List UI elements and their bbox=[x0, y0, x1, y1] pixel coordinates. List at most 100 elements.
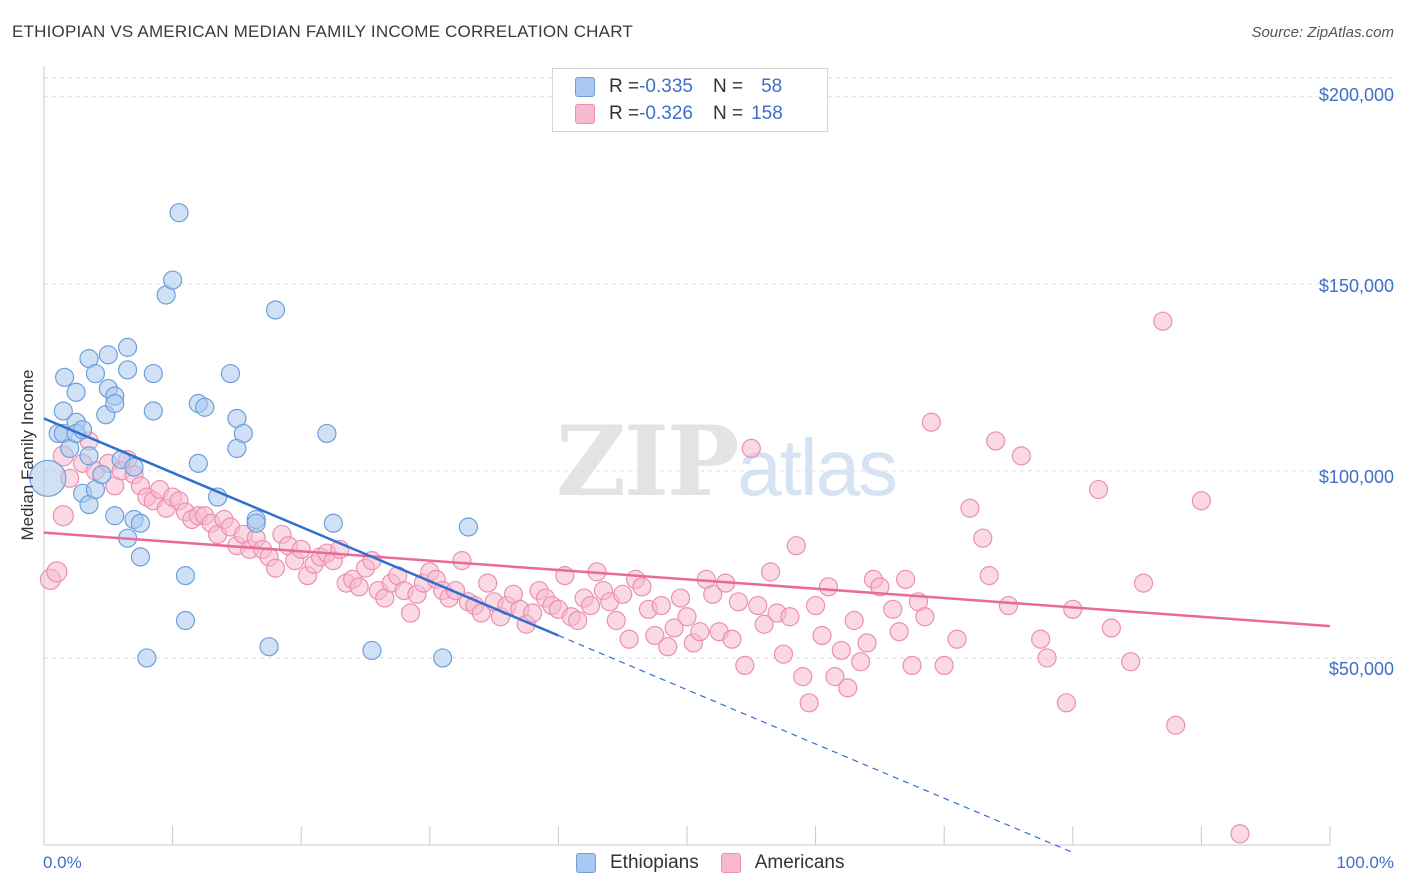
legend-label-ethiopians: Ethiopians bbox=[610, 852, 699, 873]
chart-title: ETHIOPIAN VS AMERICAN MEDIAN FAMILY INCO… bbox=[12, 22, 633, 41]
american-point bbox=[1121, 652, 1141, 672]
ethiopian-point bbox=[323, 513, 343, 533]
legend-r-value: -0.326 bbox=[639, 103, 693, 124]
american-point bbox=[973, 528, 993, 548]
ethiopian-point bbox=[143, 401, 163, 421]
source-label: Source: ZipAtlas.com bbox=[1251, 24, 1394, 41]
american-point bbox=[46, 561, 68, 583]
american-point bbox=[1088, 479, 1109, 500]
american-point bbox=[722, 629, 742, 649]
ethiopian-point bbox=[175, 610, 196, 631]
american-point bbox=[664, 618, 684, 638]
ethiopian-point bbox=[130, 513, 151, 533]
ethiopian-point bbox=[175, 566, 196, 586]
legend-n-label: N = bbox=[712, 103, 744, 124]
american-point bbox=[645, 625, 665, 646]
american-point bbox=[52, 505, 74, 527]
american-point bbox=[1037, 648, 1057, 668]
american-point bbox=[1063, 599, 1083, 619]
american-point bbox=[651, 595, 671, 616]
ethiopian-trend-line bbox=[43, 417, 559, 637]
ethiopian-point bbox=[433, 648, 453, 668]
ethiopian-point bbox=[105, 506, 125, 526]
american-point bbox=[786, 536, 806, 556]
american-point bbox=[825, 667, 845, 687]
ethiopian-point bbox=[163, 270, 183, 290]
x-tick-label-max: 100.0% bbox=[1336, 853, 1394, 872]
american-point bbox=[844, 610, 864, 631]
american-point bbox=[1011, 446, 1031, 466]
american-point bbox=[1166, 715, 1186, 735]
american-point bbox=[889, 622, 909, 642]
american-point bbox=[606, 610, 626, 631]
american-point bbox=[1191, 491, 1212, 511]
american-point bbox=[291, 539, 311, 560]
ethiopian-point bbox=[53, 401, 73, 421]
legend-row-americans: R = -0.326 N = 158 bbox=[575, 102, 783, 126]
ethiopian-point bbox=[85, 363, 106, 384]
legend-n-value: 158 bbox=[751, 103, 783, 124]
ethiopian-point bbox=[66, 382, 86, 402]
ethiopian-trend-extension bbox=[558, 634, 1074, 854]
ethiopian-point bbox=[143, 363, 163, 384]
american-point bbox=[780, 607, 800, 627]
ethiopian-point bbox=[259, 637, 279, 657]
american-point bbox=[400, 603, 421, 623]
american-point bbox=[986, 431, 1006, 451]
american-point bbox=[921, 412, 941, 432]
watermark-zip: ZIP bbox=[556, 405, 739, 518]
x-tick-label-min: 0.0% bbox=[43, 853, 82, 872]
american-point bbox=[960, 498, 980, 518]
american-point bbox=[947, 629, 967, 649]
watermark-atlas: atlas bbox=[737, 423, 898, 512]
american-point bbox=[1153, 311, 1173, 331]
ethiopian-point bbox=[317, 423, 337, 444]
american-swatch bbox=[720, 853, 741, 873]
american-point bbox=[735, 655, 755, 676]
ethiopian-point bbox=[137, 648, 157, 668]
ethiopian-swatch bbox=[575, 77, 595, 97]
american-point bbox=[690, 622, 710, 642]
ethiopian-point bbox=[458, 517, 478, 537]
ethiopian-point bbox=[362, 640, 382, 661]
ethiopian-point bbox=[98, 345, 118, 365]
american-point bbox=[915, 607, 935, 627]
american-point bbox=[703, 584, 723, 604]
american-point bbox=[831, 640, 851, 661]
y-tick-label-50k: $50,000 bbox=[1328, 659, 1394, 679]
american-point bbox=[677, 607, 697, 627]
american-point bbox=[851, 652, 871, 672]
ethiopian-point bbox=[195, 397, 215, 417]
y-tick-label-150k: $150,000 bbox=[1318, 276, 1394, 296]
american-point bbox=[658, 637, 678, 657]
american-point bbox=[793, 667, 813, 687]
american-point bbox=[1230, 824, 1250, 844]
american-point bbox=[728, 592, 749, 612]
american-point bbox=[805, 595, 826, 616]
american-point bbox=[857, 633, 877, 653]
american-point bbox=[760, 562, 781, 582]
ethiopian-point bbox=[233, 423, 253, 444]
american-point bbox=[619, 629, 639, 649]
ethiopian-point bbox=[246, 513, 266, 533]
american-point bbox=[632, 577, 652, 597]
american-point bbox=[452, 551, 472, 571]
american-point bbox=[812, 625, 832, 646]
ethiopian-point bbox=[117, 360, 138, 380]
ethiopian-point bbox=[54, 367, 75, 387]
american-point bbox=[349, 577, 369, 597]
american-point bbox=[568, 610, 588, 631]
american-point bbox=[670, 588, 691, 608]
american-point bbox=[1101, 618, 1121, 638]
legend-n-label: N = bbox=[712, 76, 744, 97]
american-point bbox=[998, 595, 1019, 616]
ethiopian-point bbox=[188, 453, 208, 473]
legend-label-americans: Americans bbox=[754, 852, 845, 873]
american-point bbox=[754, 614, 774, 634]
ethiopian-swatch bbox=[576, 853, 596, 873]
american-point bbox=[902, 655, 922, 676]
american-point bbox=[979, 566, 999, 586]
legend-r-label: R = bbox=[609, 103, 640, 124]
series-legend: Ethiopians Americans bbox=[576, 852, 866, 874]
